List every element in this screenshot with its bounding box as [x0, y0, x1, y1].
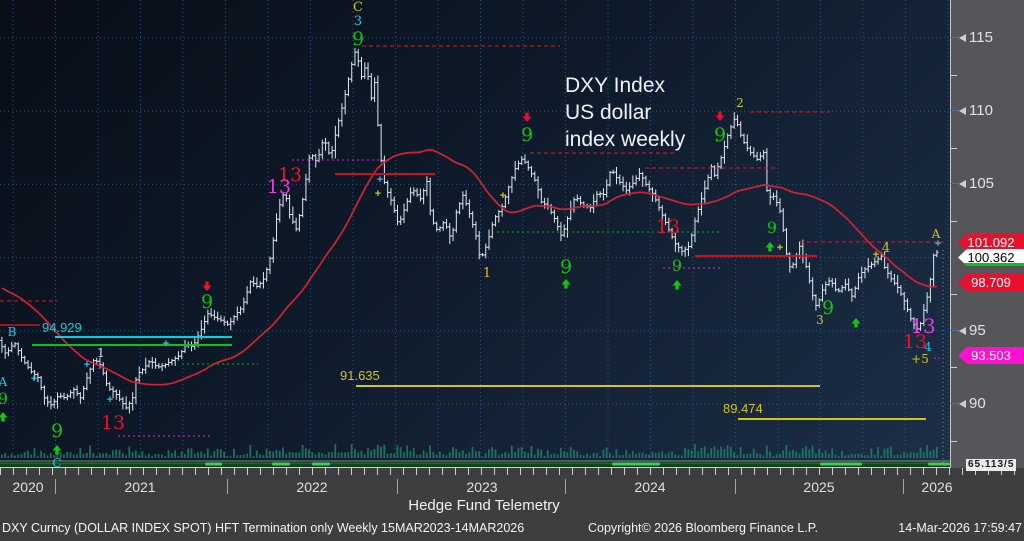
svg-text:4: 4 [924, 340, 932, 354]
svg-text:13: 13 [101, 412, 125, 434]
svg-text:C: C [52, 456, 61, 468]
chart-title-line2: US dollar [565, 101, 652, 124]
y-axis-minor-tick [951, 294, 957, 296]
chart-plot-area[interactable]: 94.929 91.635 89.474 C 3 9 9 13 13 9 9 1 1 13 9 9 2 9 9 3 4 1… [0, 0, 950, 468]
momentum-band [0, 250, 950, 468]
svg-text:+: + [107, 394, 113, 406]
svg-text:+: + [163, 338, 169, 350]
year-label: 2026 [921, 479, 953, 495]
moving-average-line [1, 149, 937, 386]
grid-lines [0, 0, 950, 460]
svg-text:+: + [935, 238, 941, 250]
price-tag: 101.092 [958, 234, 1024, 251]
year-label: 2024 [634, 479, 666, 495]
y-axis-minor-tick [951, 367, 957, 369]
volume-axis-note: 65.113/5 [966, 459, 1017, 471]
y-axis-tick-text: 95 [969, 321, 986, 339]
svg-text:+: + [873, 249, 879, 261]
status-bar: DXY Curncy (DOLLAR INDEX SPOT) HFT Termi… [0, 519, 1024, 541]
svg-text:+: + [777, 242, 783, 254]
svg-text:9: 9 [560, 256, 572, 278]
svg-text:+: + [375, 188, 381, 200]
svg-text:13: 13 [267, 176, 291, 198]
watermark-hedge-fund-telemetry: Hedge Fund Telemetry [408, 497, 560, 514]
chart-title: DXY Index US dollar index weekly [565, 72, 685, 153]
year-divider [565, 479, 566, 494]
year-label: 2020 [12, 479, 44, 495]
y-axis-tick-text: 115 [969, 29, 993, 46]
year-label: 2023 [466, 479, 498, 495]
svg-text:9: 9 [767, 218, 777, 237]
price-chart-canvas[interactable]: 94.92991.63589.474C399131399111399299341… [0, 0, 950, 468]
plus-marks: + + + + + + + + + + [31, 174, 941, 406]
svg-text:9: 9 [201, 291, 213, 313]
svg-text:2: 2 [736, 96, 744, 110]
price-tag: 93.503 [958, 347, 1024, 364]
volume-bars [0, 443, 938, 458]
svg-text:9: 9 [0, 389, 8, 408]
svg-text:89.474: 89.474 [723, 401, 763, 416]
year-divider [55, 479, 56, 494]
chart-title-line1: DXY Index [565, 74, 666, 97]
svg-text:13: 13 [903, 331, 927, 353]
svg-text:B: B [8, 325, 17, 339]
year-label: 2022 [296, 479, 328, 495]
year-divider [397, 479, 398, 494]
svg-text:A: A [0, 375, 8, 389]
svg-text:3: 3 [354, 14, 362, 29]
support-resistance-lines [0, 45, 944, 437]
y-axis-tick-text: 110 [969, 102, 993, 120]
year-divider [735, 479, 736, 494]
svg-text:9: 9 [352, 28, 364, 50]
svg-text:94.929: 94.929 [42, 320, 82, 335]
svg-text:+5: +5 [911, 352, 929, 366]
time-axis[interactable]: Hedge Fund Telemetry DXY Curncy (DOLLAR … [0, 468, 1024, 541]
svg-text:9: 9 [822, 297, 834, 319]
svg-text:A: A [931, 227, 941, 241]
svg-text:+: + [31, 373, 37, 385]
year-label: 2021 [124, 479, 156, 495]
price-axis[interactable]: 115 110 105 95 90 101.092 100.362 98.709 93.503 [950, 0, 1024, 468]
svg-text:+: + [84, 359, 90, 371]
price-tag: 98.709 [958, 274, 1024, 291]
svg-text:1: 1 [483, 266, 491, 281]
svg-text:..: .. [934, 349, 941, 362]
y-axis-minor-tick [951, 440, 957, 442]
svg-text:9: 9 [51, 420, 63, 442]
y-axis-tick-text: 90 [969, 395, 986, 412]
svg-text:C: C [353, 0, 363, 15]
timestamp: 14-Mar-2026 17:59:47 [898, 521, 1022, 535]
time-axis-ticks [0, 468, 1024, 475]
svg-text:13: 13 [278, 164, 302, 186]
svg-text:91.635: 91.635 [340, 368, 380, 383]
svg-text:1: 1 [97, 346, 105, 360]
year-divider [903, 479, 904, 494]
security-description: DXY Curncy (DOLLAR INDEX SPOT) HFT Termi… [2, 521, 525, 535]
svg-text:13: 13 [656, 216, 680, 238]
ohlc-bars [0, 48, 939, 414]
y-axis-minor-tick [951, 147, 957, 149]
year-label: 2025 [803, 479, 835, 495]
svg-text:4: 4 [882, 241, 890, 256]
year-divider [227, 479, 228, 494]
copyright-text: Copyright© 2026 Bloomberg Finance L.P. [588, 521, 818, 535]
svg-text:9: 9 [672, 256, 682, 275]
y-axis-minor-tick [951, 221, 957, 222]
svg-text:9: 9 [714, 124, 726, 146]
svg-text:3: 3 [816, 313, 824, 327]
svg-text:13: 13 [910, 314, 935, 338]
chart-title-line3: index weekly [565, 128, 686, 151]
svg-text:9: 9 [521, 124, 533, 146]
price-tag: 100.362 [958, 249, 1024, 266]
y-axis-tick-text: 105 [969, 175, 995, 193]
svg-text:+: + [500, 190, 506, 202]
level-labels: 94.929 91.635 89.474 [42, 320, 763, 416]
signal-arrows [0, 111, 861, 455]
svg-text:+: + [377, 174, 383, 186]
y-axis-minor-tick [951, 74, 957, 76]
